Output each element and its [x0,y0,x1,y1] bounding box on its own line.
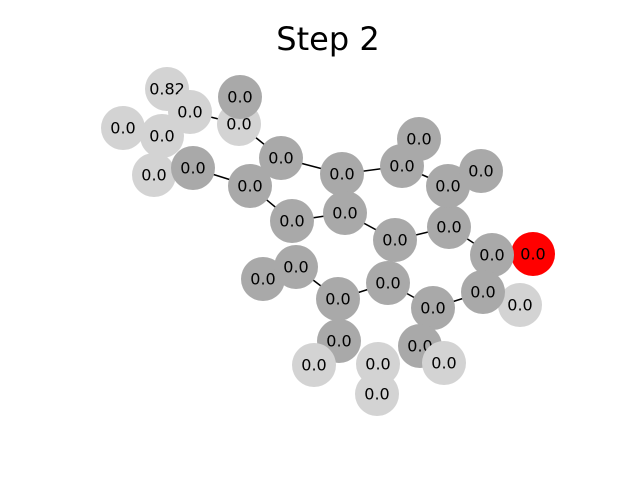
node-circle [461,270,505,314]
graph-node-n15: 0.0 [323,191,367,235]
node-label: 0.0 [329,165,354,184]
node-label: 0.0 [283,258,308,277]
graph-node-n16: 0.0 [373,218,417,262]
node-label: 0.0 [149,127,174,146]
nodes-layer: 0.820.00.0 0.00.00.00.00.00.00.00.0 0.00.0… [101,67,555,416]
node-circle [366,261,410,305]
node-label: 0.0 [436,218,461,237]
node-circle [323,191,367,235]
node-label: 0.0 [365,355,390,374]
node-circle [259,136,303,180]
graph-node-n18: 0.0 [274,245,318,289]
node-circle [218,75,262,119]
node-label: 0.0 [180,159,205,178]
node-label: 0.0 [325,290,350,309]
node-circle [411,286,455,330]
graph-node-n34: 0.0 [355,372,399,416]
node-label: 0.0 [470,283,495,302]
node-circle [316,277,360,321]
node-circle [459,149,503,193]
diagram-title: Step 2 [276,20,379,58]
graph-node-n8: 0.0 [228,164,272,208]
node-circle [355,372,399,416]
node-label: 0.0 [389,157,414,176]
graph-node-n7: 0.0 [171,146,215,190]
graph-node-n20: 0.0 [366,261,410,305]
graph-node-n3: 0.0 [101,106,145,150]
node-label: 0.0 [141,166,166,185]
graph-node-n11: 0.0 [320,152,364,196]
node-circle [498,283,542,327]
node-label: 0.0 [326,332,351,351]
node-circle [101,106,145,150]
node-circle [132,153,176,197]
graph-node-n4: 0.0 [140,114,184,158]
graph-node-n25: 0.0 [411,286,455,330]
graph-node-n14: 0.0 [397,117,441,161]
node-label: 0.0 [364,385,389,404]
node-label: 0.0 [226,115,251,134]
graph-node-n10: 0.0 [259,136,303,180]
graph-node-n22: 0.0 [470,233,514,277]
node-circle [140,114,184,158]
node-label: 0.0 [382,231,407,250]
node-label: 0.0 [420,299,445,318]
node-circle [292,343,336,387]
node-circle [228,164,272,208]
node-label: 0.0 [237,177,262,196]
graph-node-n9: 0.0 [218,75,262,119]
graph-node-n24: 0.0 [461,270,505,314]
node-circle [511,232,555,276]
node-circle [422,341,466,385]
graph-node-n29: 0.0 [459,149,503,193]
node-label: 0.0 [435,177,460,196]
node-label: 0.0 [431,354,456,373]
node-label: 0.0 [177,103,202,122]
graph-node-n19: 0.0 [316,277,360,321]
node-circle [241,257,285,301]
graph-node-n17: 0.0 [241,257,285,301]
node-label: 0.0 [268,149,293,168]
node-label: 0.0 [332,204,357,223]
node-circle [397,117,441,161]
node-label: 0.0 [110,119,135,138]
node-label: 0.0 [507,296,532,315]
graph-node-n33: 0.0 [292,343,336,387]
graph-node-n21: 0.0 [511,232,555,276]
node-label: 0.0 [279,212,304,231]
node-label: 0.0 [479,246,504,265]
node-circle [426,164,470,208]
node-label: 0.0 [520,245,545,264]
node-label: 0.0 [301,356,326,375]
node-label: 0.0 [250,270,275,289]
node-label: 0.82 [149,80,185,99]
node-label: 0.0 [227,88,252,107]
node-circle [470,233,514,277]
graph-node-n28: 0.0 [426,164,470,208]
graph-node-n26: 0.0 [427,205,471,249]
graph-node-n13: 0.0 [270,199,314,243]
node-circle [274,245,318,289]
node-label: 0.0 [406,130,431,149]
node-circle [320,152,364,196]
node-circle [171,146,215,190]
graph-node-n31: 0.0 [422,341,466,385]
graph-node-n23: 0.0 [498,283,542,327]
node-label: 0.0 [468,162,493,181]
node-circle [427,205,471,249]
node-circle [373,218,417,262]
node-label: 0.0 [375,274,400,293]
graph-node-n5: 0.0 [132,153,176,197]
node-circle [270,199,314,243]
